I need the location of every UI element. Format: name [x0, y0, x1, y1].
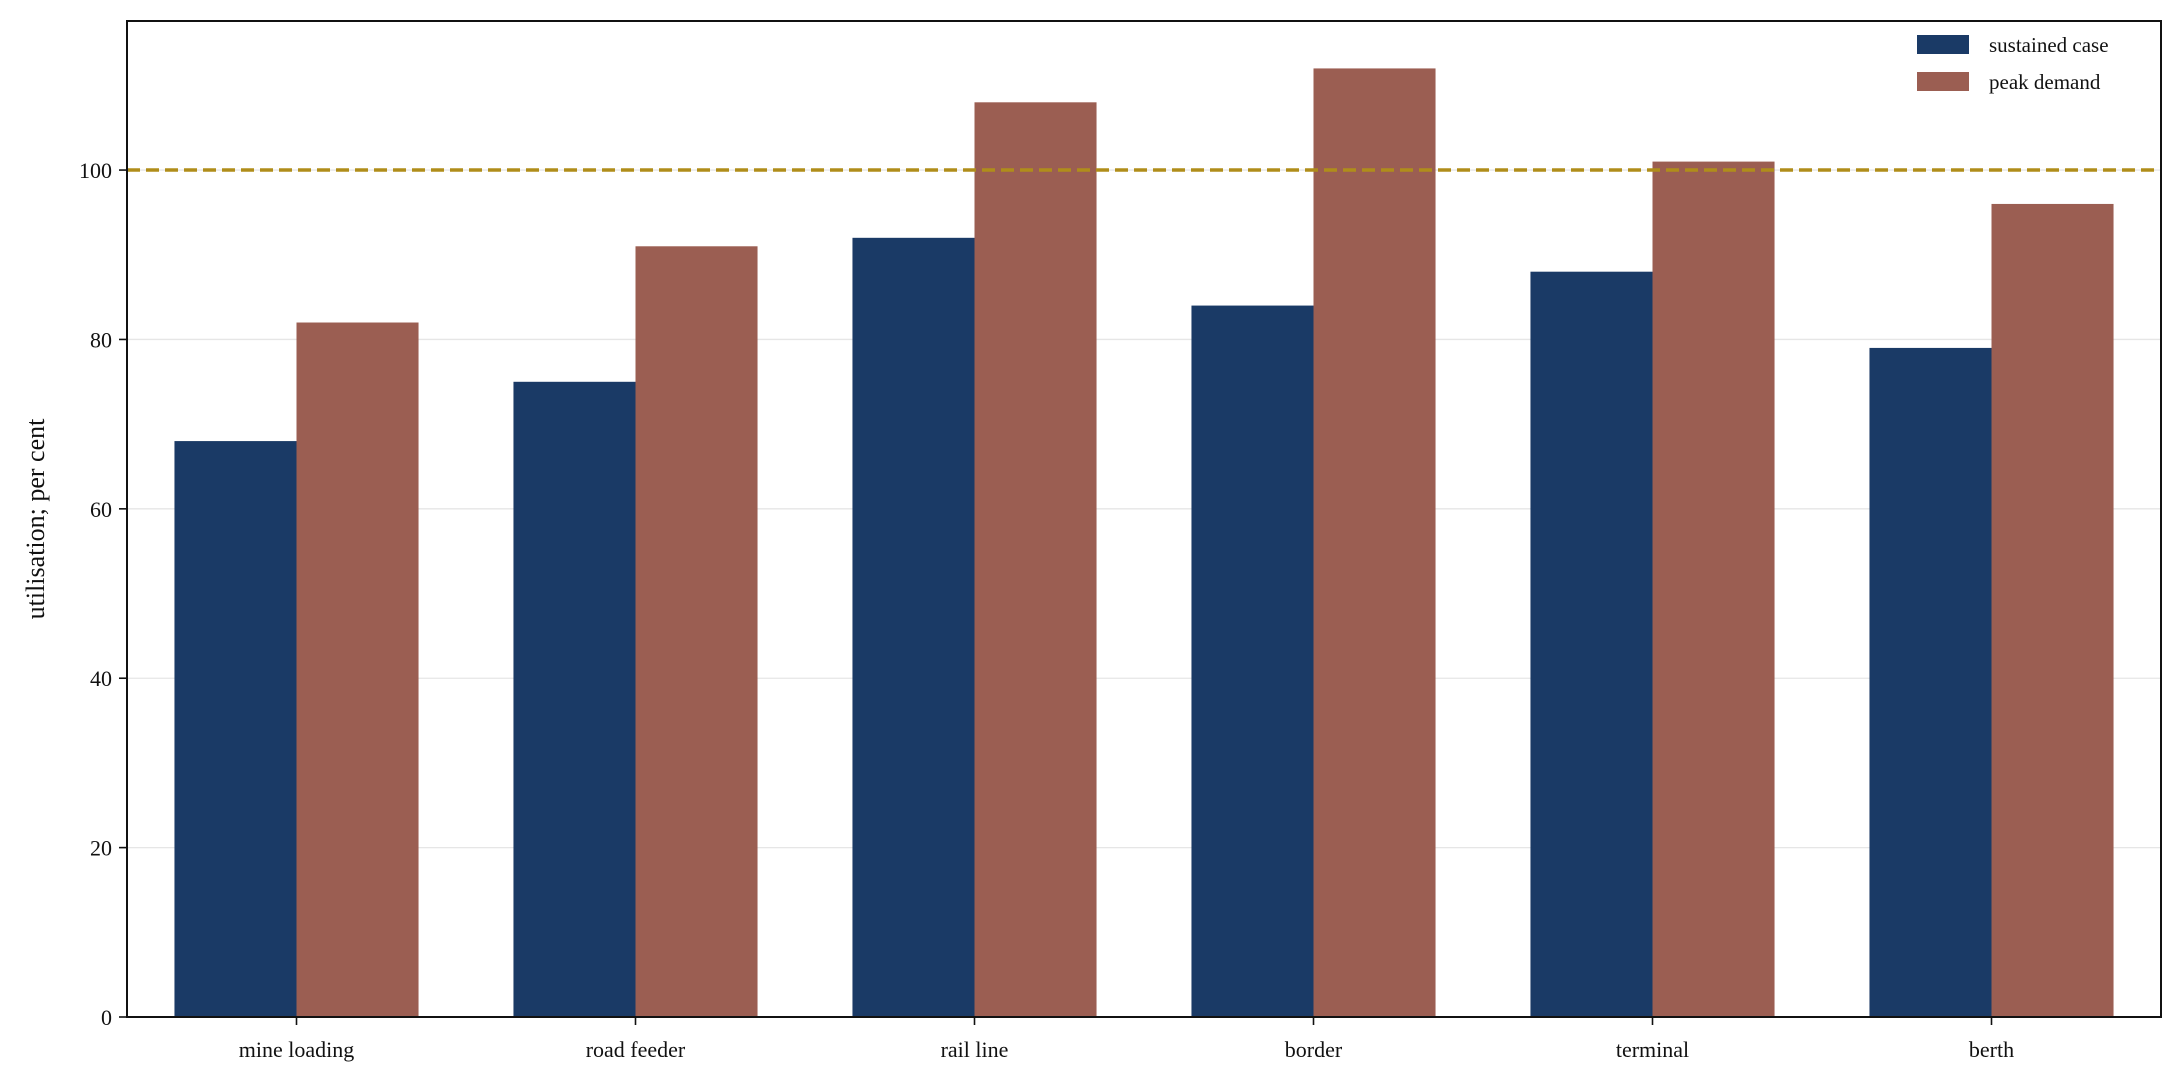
x-tick-label: berth: [1969, 1037, 2014, 1062]
x-tick-label: border: [1285, 1037, 1343, 1062]
bar-sustained-1: [513, 381, 636, 1018]
bar-sustained-0: [174, 441, 297, 1017]
bars: [174, 68, 2114, 1018]
gridlines: [127, 169, 2161, 849]
x-tick-label: rail line: [941, 1037, 1009, 1062]
y-axis-label: utilisation; per cent: [21, 418, 50, 620]
y-tick-label: 100: [79, 158, 112, 183]
legend-swatch: [1917, 72, 1969, 91]
y-tick-label: 0: [101, 1005, 112, 1030]
bar-peak-3: [1313, 68, 1436, 1017]
x-tick-label: terminal: [1616, 1037, 1689, 1062]
bar-peak-2: [974, 102, 1097, 1017]
bar-sustained-5: [1869, 347, 1992, 1018]
bar-sustained-4: [1530, 271, 1653, 1018]
axes: 0 20 40 60 80 100 mine loading road feeder rail …: [79, 20, 2162, 1062]
bar-peak-4: [1652, 161, 1775, 1017]
plot-frame: [126, 20, 2162, 1018]
y-tick-label: 60: [90, 497, 112, 522]
x-tick-label: road feeder: [586, 1037, 686, 1062]
x-tick-label: mine loading: [239, 1037, 354, 1062]
bar-peak-0: [296, 322, 419, 1017]
bar-sustained-2: [852, 237, 975, 1017]
bar-peak-1: [635, 246, 758, 1018]
bar-sustained-3: [1191, 305, 1314, 1018]
legend-label: peak demand: [1989, 70, 2101, 94]
y-tick-label: 80: [90, 327, 112, 352]
legend: sustained case peak demand: [1917, 33, 2109, 94]
y-tick-label: 20: [90, 836, 112, 861]
legend-label: sustained case: [1989, 33, 2109, 57]
y-tick-label: 40: [90, 666, 112, 691]
legend-swatch: [1917, 35, 1969, 54]
bar-peak-5: [1991, 203, 2114, 1017]
